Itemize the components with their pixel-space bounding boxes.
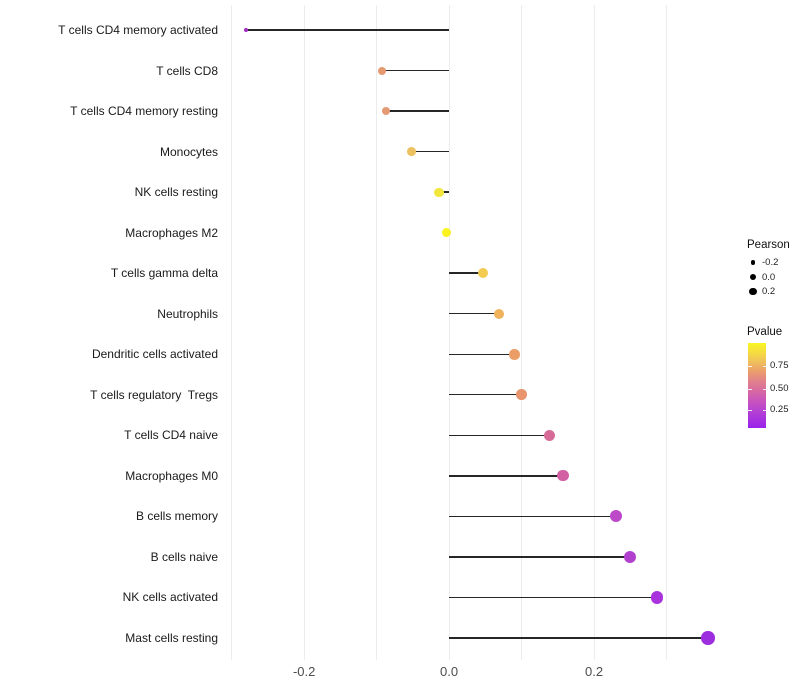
size-legend-dot bbox=[749, 287, 757, 296]
size-legend-dot bbox=[749, 273, 757, 281]
stem-line bbox=[449, 313, 500, 315]
size-legend-item: 0.0 bbox=[740, 270, 800, 285]
size-legend-label: 0.0 bbox=[762, 271, 776, 283]
category-label: NK cells resting bbox=[134, 185, 218, 200]
data-point bbox=[543, 429, 555, 441]
gridline bbox=[593, 5, 595, 660]
category-label: B cells naive bbox=[150, 549, 218, 564]
plot-panel bbox=[223, 5, 731, 660]
gridline bbox=[231, 5, 233, 660]
data-point bbox=[509, 348, 520, 360]
stem-line bbox=[449, 394, 522, 396]
category-label: T cells regulatory Tregs bbox=[90, 387, 218, 402]
data-point bbox=[624, 550, 637, 564]
stem-line bbox=[449, 556, 631, 558]
category-label: Macrophages M2 bbox=[125, 225, 218, 240]
stem-line bbox=[438, 191, 450, 193]
category-label: Macrophages M0 bbox=[125, 468, 218, 483]
stem-line bbox=[411, 150, 450, 153]
colorbar-tick bbox=[748, 389, 752, 390]
colorbar-tick bbox=[762, 389, 766, 390]
stem-line bbox=[386, 110, 450, 112]
size-legend-dot bbox=[750, 260, 756, 265]
data-point bbox=[557, 470, 569, 482]
category-label: T cells gamma delta bbox=[110, 266, 218, 281]
category-axis-labels: T cells CD4 memory activated T cells CD8 T… bbox=[0, 5, 218, 660]
stem-line bbox=[449, 353, 515, 355]
category-label: T cells CD4 memory resting bbox=[70, 104, 218, 119]
stem-line bbox=[449, 596, 658, 599]
category-label: Mast cells resting bbox=[125, 630, 218, 645]
category-label: Neutrophils bbox=[157, 306, 218, 321]
colorbar-tick bbox=[748, 410, 752, 411]
data-point bbox=[701, 631, 715, 645]
data-point bbox=[609, 510, 622, 523]
size-legend-item: -0.2 bbox=[740, 255, 800, 270]
colorbar-tick-label: 0.50 bbox=[770, 383, 789, 394]
x-tick-label: -0.2 bbox=[292, 664, 316, 679]
gridline bbox=[376, 5, 378, 660]
data-point bbox=[381, 107, 391, 116]
stem-line bbox=[449, 272, 484, 274]
colorbar-tick bbox=[748, 366, 752, 367]
category-label: B cells memory bbox=[135, 509, 218, 524]
colorbar-tick-label: 0.75 bbox=[770, 360, 789, 371]
data-point bbox=[434, 187, 444, 197]
colorbar-tick bbox=[762, 410, 766, 411]
category-label: Dendritic cells activated bbox=[91, 347, 218, 362]
legend: Pearson -0.2 0.0 0.2 Pvalue 0.75 0.50 0.25 bbox=[740, 230, 800, 450]
size-legend-label: 0.2 bbox=[762, 286, 776, 298]
data-point bbox=[478, 268, 489, 279]
size-legend-item: 0.2 bbox=[740, 284, 800, 299]
x-tick-label: 0.2 bbox=[584, 664, 604, 679]
gridline bbox=[521, 5, 523, 660]
category-label: T cells CD4 memory activated bbox=[58, 23, 218, 37]
category-label: Monocytes bbox=[159, 144, 218, 159]
gridline bbox=[303, 5, 305, 660]
gridline bbox=[448, 5, 450, 660]
color-legend-title: Pvalue bbox=[747, 326, 783, 338]
size-legend-title: Pearson bbox=[747, 239, 790, 251]
category-label: T cells CD4 naive bbox=[124, 428, 218, 443]
size-legend-label: -0.2 bbox=[762, 257, 779, 268]
category-label: T cells CD8 bbox=[156, 63, 218, 78]
stem-line bbox=[382, 69, 450, 72]
colorbar-tick-label: 0.25 bbox=[770, 404, 789, 415]
data-point bbox=[407, 147, 416, 156]
data-point bbox=[244, 27, 249, 32]
stem-line bbox=[246, 29, 450, 31]
data-point bbox=[493, 308, 505, 319]
stem-line bbox=[449, 515, 616, 518]
stem-line bbox=[449, 434, 550, 436]
pvalue-colorbar bbox=[748, 343, 766, 428]
data-point bbox=[650, 591, 664, 604]
stem-line bbox=[449, 475, 563, 477]
gridline bbox=[666, 5, 667, 660]
data-point bbox=[378, 66, 387, 75]
x-tick-label: 0.0 bbox=[440, 664, 459, 679]
data-point bbox=[441, 227, 451, 238]
data-point bbox=[516, 389, 527, 401]
category-label: NK cells activated bbox=[122, 590, 218, 605]
colorbar-tick bbox=[762, 366, 766, 367]
stem-line bbox=[449, 637, 708, 639]
